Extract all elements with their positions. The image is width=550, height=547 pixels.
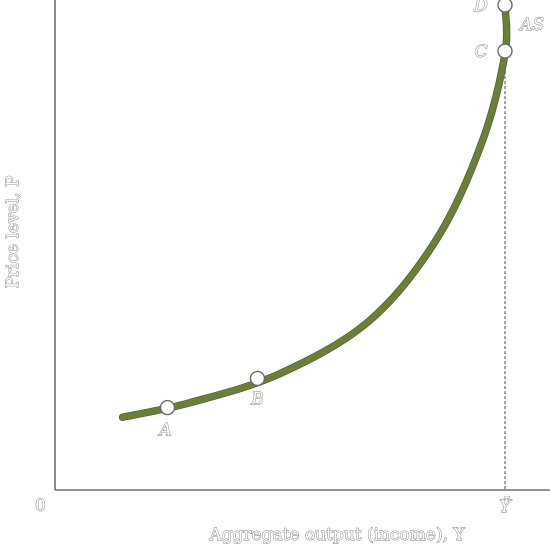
point-b-label: B	[250, 389, 264, 409]
x-axis-label: Aggregate output (income), Y	[208, 525, 465, 545]
as-curve-line	[119, 2, 510, 421]
x-tick-label-ybar: Ȳ	[499, 496, 512, 517]
origin-label: 0	[35, 496, 46, 516]
point-b-marker	[249, 370, 266, 387]
point-a-marker	[159, 399, 176, 416]
y-axis-label: Price level, P	[3, 176, 23, 289]
point-d-marker	[497, 0, 513, 13]
point-c-label: C	[474, 42, 487, 62]
point-c-marker	[497, 43, 513, 59]
point-a-label: A	[157, 421, 171, 441]
curve-points: A B C D	[157, 0, 513, 441]
point-d-label: D	[473, 0, 488, 16]
series-label-as: AS	[518, 15, 544, 35]
